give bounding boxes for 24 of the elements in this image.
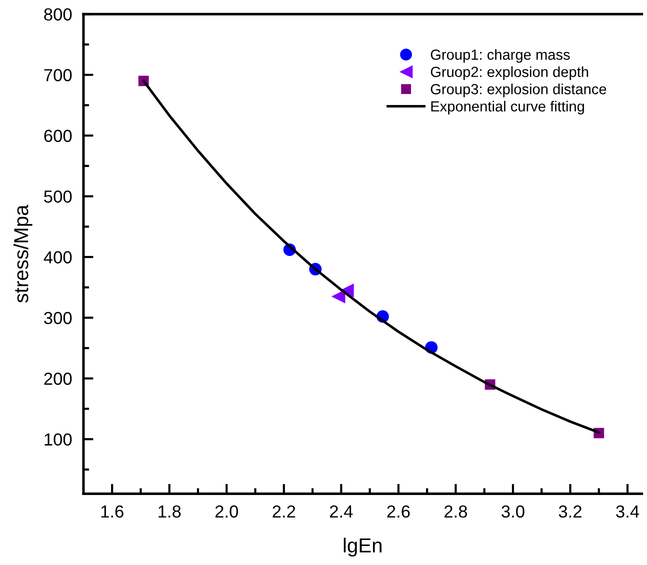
x-tick-label: 3.2 — [558, 505, 582, 518]
legend-label: Group3: explosion distance — [430, 84, 606, 98]
y-tick-label: 700 — [44, 69, 72, 82]
y-tick-label: 800 — [44, 8, 72, 21]
x-tick-label: 3.0 — [502, 505, 524, 518]
y-tick-label: 600 — [44, 130, 72, 142]
x-tick-label: 2.2 — [272, 505, 296, 518]
x-tick-label: 2.6 — [387, 505, 410, 518]
legend-label: Group1: charge mass — [430, 49, 570, 63]
x-axis-title: lgEn — [344, 538, 382, 557]
x-tick-label: 1.8 — [158, 505, 181, 518]
y-axis-title: stress/Mpa — [14, 204, 32, 303]
y-tick-label: 500 — [44, 190, 72, 203]
x-tick-label: 2.4 — [330, 505, 353, 518]
y-tick-label: 300 — [44, 312, 72, 324]
legend-label: Gruop2: explosion depth — [430, 66, 588, 80]
y-tick-label: 200 — [44, 372, 72, 385]
x-tick-label: 1.6 — [101, 505, 124, 518]
x-tick-label: 3.4 — [616, 505, 640, 518]
y-tick-label: 400 — [44, 251, 72, 264]
x-tick-label: 2.0 — [215, 505, 238, 518]
y-tick-label: 100 — [44, 433, 72, 446]
legend-label: Exponential curve fitting — [431, 100, 584, 114]
x-tick-label: 2.8 — [444, 505, 468, 518]
